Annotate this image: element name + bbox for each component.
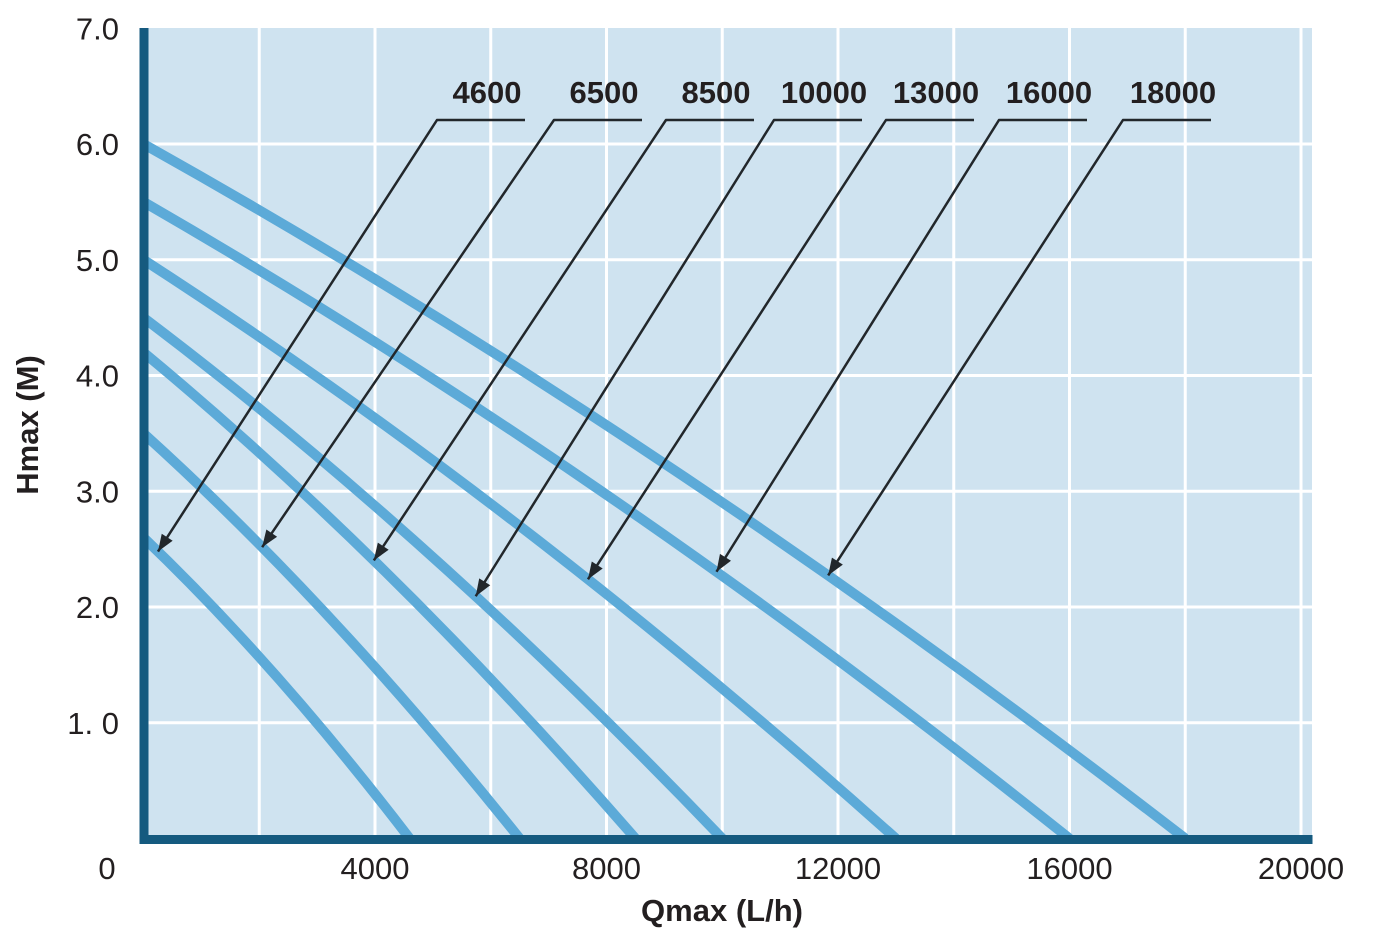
y-tick-label: 6.0	[76, 127, 119, 162]
arrowhead-icon	[157, 533, 173, 552]
arrowhead-icon	[828, 557, 843, 576]
pump-curve-4600	[140, 533, 414, 842]
y-tick-label: 3.0	[76, 474, 119, 509]
y-tick-label: 2.0	[76, 590, 119, 625]
leader-line-18000	[827, 118, 1211, 577]
arrowhead-icon	[475, 578, 491, 597]
label-leader-arrows	[156, 118, 1211, 597]
series-label-16000: 16000	[1006, 75, 1092, 110]
arrowhead-icon	[587, 561, 603, 580]
leader-line-6500	[261, 118, 642, 548]
series-label-10000: 10000	[781, 75, 867, 110]
series-label-13000: 13000	[893, 75, 979, 110]
x-axis-tick-labels: 0 4000 8000 12000 16000 20000	[98, 851, 1344, 886]
plot-background	[144, 28, 1312, 835]
leader-line-13000	[586, 118, 974, 580]
pump-curve-10000	[140, 313, 726, 842]
y-axis-line	[139, 28, 149, 844]
series-label-18000: 18000	[1130, 75, 1216, 110]
y-tick-label: 1. 0	[67, 706, 119, 741]
leader-line-4600	[156, 118, 525, 553]
leader-line-8500	[372, 118, 754, 562]
series-label-6500: 6500	[570, 75, 639, 110]
x-tick-label: 0	[98, 851, 115, 886]
y-tick-label: 4.0	[76, 359, 119, 394]
gridlines	[144, 28, 1312, 835]
arrowhead-icon	[373, 542, 389, 561]
leader-line-10000	[474, 118, 862, 597]
y-tick-label: 5.0	[76, 243, 119, 278]
y-axis-title: Hmax (M)	[10, 355, 45, 495]
x-tick-label: 20000	[1258, 851, 1344, 886]
x-axis-title: Qmax (L/h)	[641, 893, 803, 928]
pump-curve-16000	[140, 197, 1073, 843]
x-tick-label: 16000	[1026, 851, 1112, 886]
x-tick-label: 8000	[572, 851, 641, 886]
series-label-4600: 4600	[453, 75, 522, 110]
series-label-8500: 8500	[682, 75, 751, 110]
y-tick-label: 7.0	[76, 11, 119, 46]
pump-curve-6500	[140, 429, 524, 842]
series-labels: 4600 6500 8500 10000 13000 16000 18000	[453, 75, 1217, 110]
arrowhead-icon	[716, 553, 731, 572]
arrowhead-icon	[262, 529, 278, 548]
x-axis-line	[139, 835, 1313, 844]
pump-curve-8500	[140, 348, 640, 842]
x-tick-label: 4000	[341, 851, 410, 886]
y-axis-tick-labels: 7.0 6.0 5.0 4.0 3.0 2.0 1. 0	[67, 11, 119, 741]
x-tick-label: 12000	[795, 851, 881, 886]
leader-line-16000	[715, 118, 1087, 573]
